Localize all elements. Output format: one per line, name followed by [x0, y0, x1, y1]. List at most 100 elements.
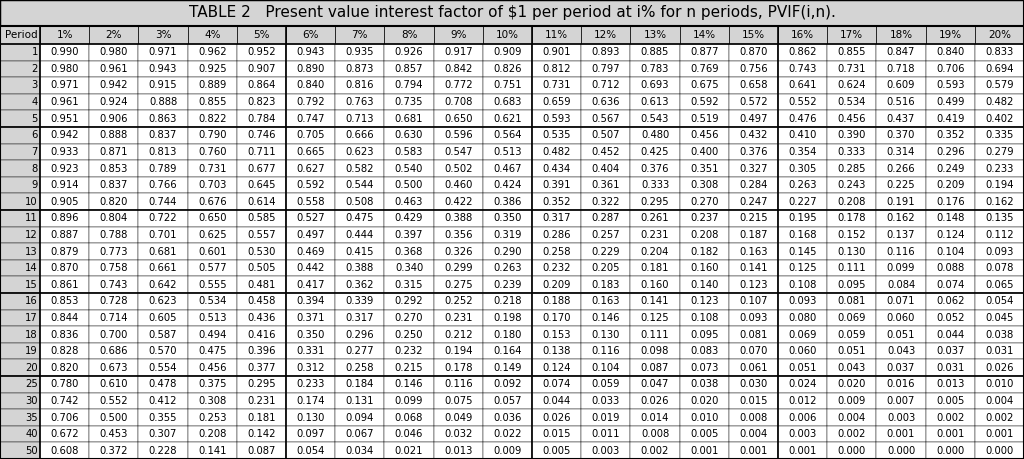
Text: 0.608: 0.608 [50, 446, 79, 456]
Bar [237, 409, 286, 426]
Bar [138, 409, 187, 426]
Bar [0, 392, 40, 409]
Text: 0.352: 0.352 [936, 130, 965, 140]
Text: 0.460: 0.460 [444, 180, 472, 190]
Bar [187, 227, 237, 243]
Text: 8: 8 [32, 163, 38, 174]
Bar [89, 210, 138, 227]
Bar [286, 409, 335, 426]
Bar [729, 160, 778, 177]
Text: 0.567: 0.567 [592, 114, 621, 123]
Text: 0.833: 0.833 [985, 47, 1014, 57]
Bar [482, 193, 532, 210]
Bar [631, 227, 680, 243]
Bar [89, 160, 138, 177]
Text: 0.534: 0.534 [838, 97, 866, 107]
Bar [433, 260, 482, 276]
Text: 0.593: 0.593 [936, 80, 965, 90]
Text: 0.437: 0.437 [887, 114, 915, 123]
Text: 1%: 1% [56, 30, 73, 40]
Bar [631, 61, 680, 77]
Text: 0.009: 0.009 [838, 396, 866, 406]
Bar [778, 61, 827, 77]
Text: 14: 14 [26, 263, 38, 273]
Text: 0.391: 0.391 [543, 180, 570, 190]
Text: 0.419: 0.419 [936, 114, 965, 123]
Text: 0.026: 0.026 [543, 413, 570, 422]
Bar [631, 44, 680, 61]
Bar [384, 376, 433, 392]
Text: 0.758: 0.758 [99, 263, 128, 273]
Text: 0.232: 0.232 [394, 346, 423, 356]
Text: 0.870: 0.870 [50, 263, 79, 273]
Bar [0, 210, 40, 227]
Text: 0.432: 0.432 [739, 130, 768, 140]
Bar [286, 442, 335, 459]
Bar [877, 177, 926, 193]
Text: 6: 6 [32, 130, 38, 140]
Text: 0.013: 0.013 [936, 379, 965, 389]
Text: 0.131: 0.131 [345, 396, 374, 406]
Bar [827, 26, 877, 44]
Bar [532, 210, 582, 227]
Bar [729, 227, 778, 243]
Text: 0.092: 0.092 [494, 379, 521, 389]
Bar [89, 227, 138, 243]
Bar [631, 111, 680, 127]
Text: 0.001: 0.001 [788, 446, 817, 456]
Text: 0.020: 0.020 [690, 396, 719, 406]
Text: 0.508: 0.508 [346, 197, 374, 207]
Bar [877, 243, 926, 260]
Text: 0.164: 0.164 [494, 346, 521, 356]
Text: 0.694: 0.694 [985, 64, 1014, 74]
Text: 0.650: 0.650 [444, 114, 472, 123]
Text: 0.174: 0.174 [296, 396, 325, 406]
Text: 0.592: 0.592 [296, 180, 325, 190]
Text: 0.152: 0.152 [838, 230, 866, 240]
Text: 0.069: 0.069 [838, 313, 866, 323]
Bar [40, 61, 89, 77]
Bar [827, 77, 877, 94]
Bar [877, 160, 926, 177]
Text: 0.772: 0.772 [443, 80, 472, 90]
Text: 0.828: 0.828 [50, 346, 79, 356]
Bar [877, 293, 926, 310]
Text: 15%: 15% [741, 30, 765, 40]
Text: 0.350: 0.350 [494, 213, 521, 223]
Bar [237, 160, 286, 177]
Bar [827, 61, 877, 77]
Text: 0.564: 0.564 [494, 130, 521, 140]
Text: 0.636: 0.636 [592, 97, 621, 107]
Bar [975, 160, 1024, 177]
Bar [926, 276, 975, 293]
Bar [482, 243, 532, 260]
Text: 0.444: 0.444 [346, 230, 374, 240]
Bar [877, 61, 926, 77]
Text: 0.780: 0.780 [50, 379, 79, 389]
Bar [482, 293, 532, 310]
Bar [926, 177, 975, 193]
Text: 0.731: 0.731 [543, 80, 570, 90]
Text: 0.661: 0.661 [148, 263, 177, 273]
Bar [975, 111, 1024, 127]
Bar [631, 26, 680, 44]
Text: 0.412: 0.412 [148, 396, 177, 406]
Bar [335, 61, 384, 77]
Bar [89, 26, 138, 44]
Bar [237, 392, 286, 409]
Bar [187, 44, 237, 61]
Bar [40, 144, 89, 160]
Text: 0.099: 0.099 [394, 396, 423, 406]
Text: 0.889: 0.889 [198, 80, 226, 90]
Bar [926, 359, 975, 376]
Text: 0.005: 0.005 [543, 446, 570, 456]
Text: 0.081: 0.081 [739, 330, 768, 340]
Bar [237, 310, 286, 326]
Bar [40, 392, 89, 409]
Bar [729, 44, 778, 61]
Bar [384, 210, 433, 227]
Text: 0.475: 0.475 [198, 346, 226, 356]
Bar [384, 26, 433, 44]
Text: 0.686: 0.686 [99, 346, 128, 356]
Text: 0.516: 0.516 [887, 97, 915, 107]
